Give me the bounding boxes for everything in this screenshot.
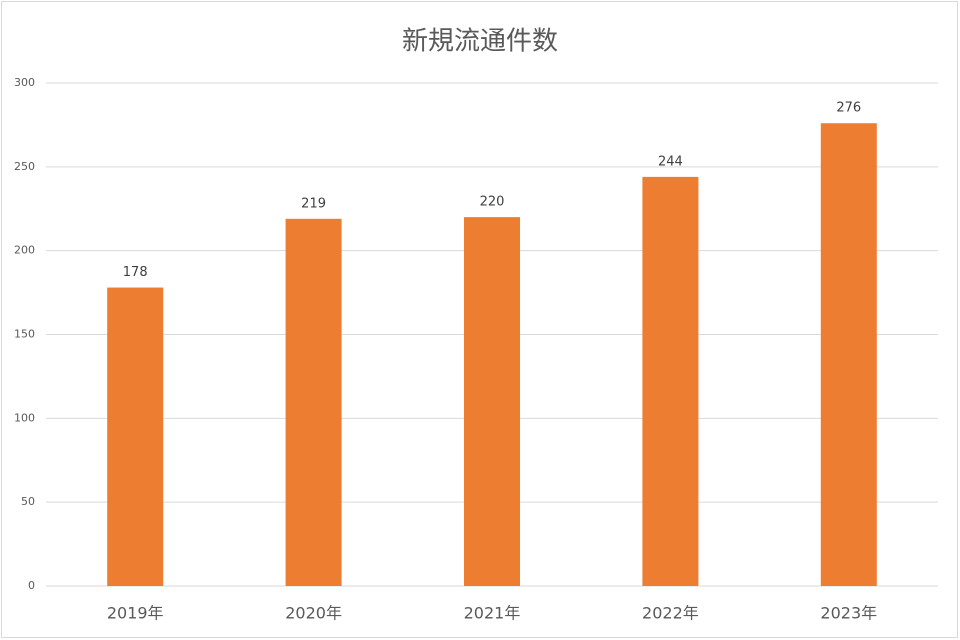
- data-label: 276: [836, 101, 861, 116]
- data-label: 178: [123, 265, 148, 280]
- y-tick-label: 100: [14, 411, 35, 424]
- x-tick-label: 2020年: [285, 604, 342, 623]
- y-tick-label: 250: [14, 160, 35, 173]
- y-tick-label: 200: [14, 244, 35, 257]
- data-label: 244: [658, 154, 683, 169]
- x-tick-label: 2021年: [464, 604, 521, 623]
- y-tick-label: 150: [14, 328, 35, 341]
- x-tick-label: 2023年: [820, 604, 877, 623]
- bar: [285, 218, 342, 586]
- bar: [107, 287, 164, 586]
- bar: [820, 123, 877, 587]
- data-label: 219: [301, 196, 326, 211]
- y-tick-label: 300: [14, 76, 35, 89]
- data-label: 220: [480, 195, 505, 210]
- chart-title: 新規流通件数: [402, 27, 558, 57]
- x-tick-label: 2019年: [107, 604, 164, 623]
- bar: [642, 176, 699, 587]
- y-tick-label: 50: [21, 495, 35, 508]
- x-tick-label: 2022年: [642, 604, 699, 623]
- bar: [464, 217, 520, 586]
- y-tick-label: 0: [28, 579, 35, 592]
